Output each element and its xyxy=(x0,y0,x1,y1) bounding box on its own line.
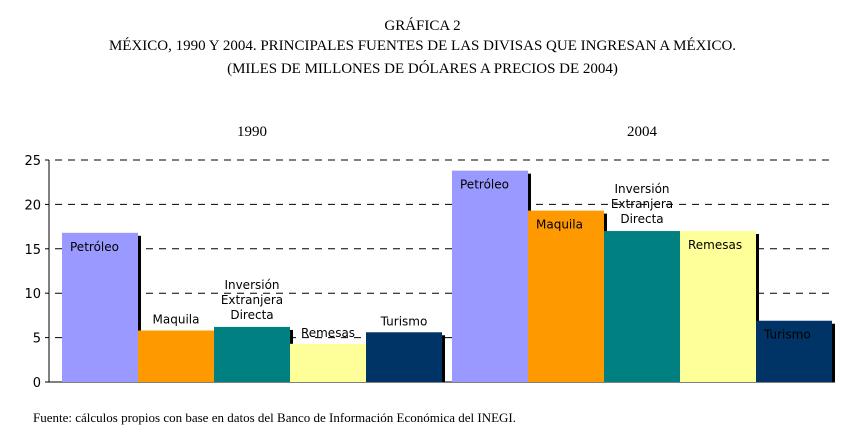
bar-label-line: Inversión xyxy=(224,278,279,292)
bar-label-line: Turismo xyxy=(380,314,428,328)
bar-label-line: Inversión xyxy=(614,182,669,196)
bar-1990-maquila xyxy=(138,330,214,382)
bar-label-line: Directa xyxy=(230,308,273,322)
bar-label-2004-petroleo: Petróleo xyxy=(460,178,509,192)
bar-label-1990-petroleo: Petróleo xyxy=(70,240,119,254)
bar-label-line: Extranjera xyxy=(221,293,283,307)
y-tick-label: 0 xyxy=(33,376,41,391)
bar-label-line: Petróleo xyxy=(70,240,119,254)
group-label-1990: 1990 xyxy=(237,124,267,140)
source-footnote: Fuente: cálculos propios con base en dat… xyxy=(33,410,517,425)
chart-title: MÉXICO, 1990 Y 2004. PRINCIPALES FUENTES… xyxy=(108,38,737,54)
bar-label-1990-maquila: Maquila xyxy=(153,312,200,326)
bar-label-1990-inversion-extranjera-directa: Inversión Extranjera Directa xyxy=(221,278,283,322)
bar-2004-turismo xyxy=(756,320,832,382)
bar-label-1990-remesas: Remesas xyxy=(301,326,355,340)
bar-1990-remesas xyxy=(290,343,366,382)
bar-label-1990-turismo: Turismo xyxy=(380,314,428,328)
bar-label-line: Maquila xyxy=(536,218,583,232)
bar-1990-inversion-extranjera-directa xyxy=(214,326,290,382)
bar-label-line: Turismo xyxy=(763,328,811,342)
bar-2004-petroleo xyxy=(452,170,528,382)
bar-label-line: Remesas xyxy=(301,326,355,340)
bar-2004-remesas xyxy=(680,231,756,382)
chart-title-number: GRÁFICA 2 xyxy=(384,18,461,34)
y-tick-label: 10 xyxy=(24,287,41,302)
y-tick-label: 15 xyxy=(24,243,41,258)
bar-label-2004-inversion-extranjera-directa: Inversión Extranjera Directa xyxy=(611,182,673,226)
bar-label-2004-maquila: Maquila xyxy=(536,218,583,232)
bar-1990-turismo xyxy=(366,332,442,382)
y-tick-label: 25 xyxy=(24,154,41,169)
bar-label-line: Maquila xyxy=(153,312,200,326)
y-tick-label: 5 xyxy=(33,332,41,347)
y-tick-label: 20 xyxy=(24,198,41,213)
bar-label-2004-remesas: Remesas xyxy=(688,238,742,252)
chart-subtitle: (MILES DE MILLONES DE DÓLARES A PRECIOS … xyxy=(227,61,618,77)
bar-2004-inversion-extranjera-directa xyxy=(604,231,680,382)
bar-label-line: Extranjera xyxy=(611,197,673,211)
bar-label-line: Directa xyxy=(620,212,663,226)
bar-2004-maquila xyxy=(528,210,604,382)
bar-label-line: Remesas xyxy=(688,238,742,252)
group-label-2004: 2004 xyxy=(627,124,658,140)
bar-1990-petroleo xyxy=(62,232,138,382)
bar-label-2004-turismo: Turismo xyxy=(763,328,811,342)
bar-label-line: Petróleo xyxy=(460,178,509,192)
